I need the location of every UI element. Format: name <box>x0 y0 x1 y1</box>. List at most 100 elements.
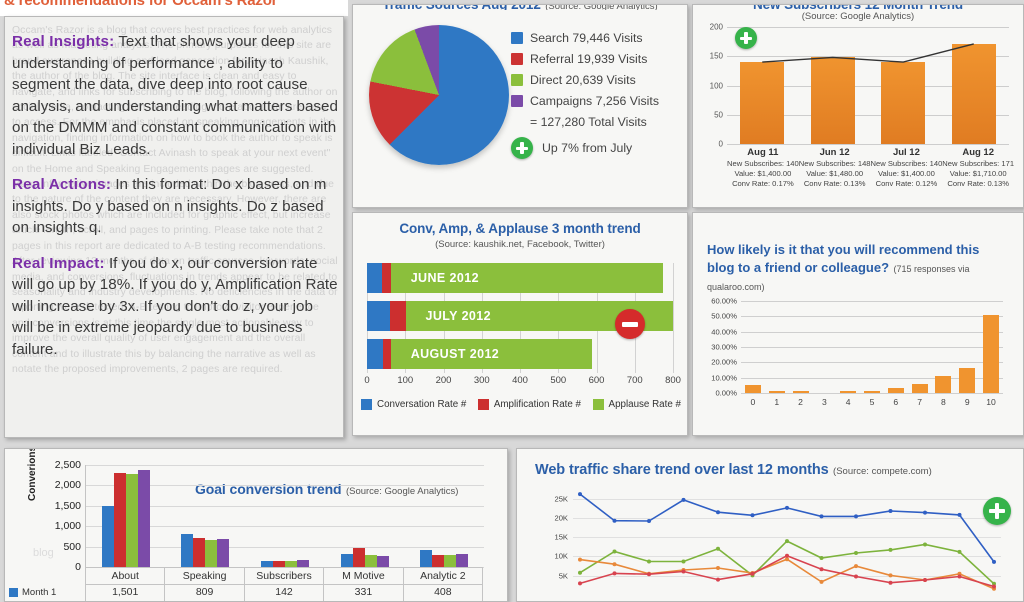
x-tick-label: 9 <box>964 397 970 407</box>
impact-lead-label: Real Impact: <box>12 254 105 272</box>
gridline <box>573 498 1001 500</box>
y-tick-label: 10.00% <box>711 373 737 383</box>
legend-swatch <box>511 31 523 44</box>
new-subscribers-status-badge <box>735 27 757 49</box>
bar <box>810 57 855 144</box>
x-tick-label: 700 <box>626 375 643 386</box>
y-tick-label: 500 <box>63 540 81 553</box>
stacked-bar-row: JULY 2012 <box>367 301 673 331</box>
conv-amp-applause-card: Conv, Amp, & Applause 3 month trend (Sou… <box>352 212 688 436</box>
goal-value-row: 1,501 809 142 331 408 <box>85 584 484 601</box>
bar <box>101 505 114 567</box>
gridline <box>727 27 1009 28</box>
bar <box>284 561 297 567</box>
x-tick-label: 3 <box>821 397 827 407</box>
web-traffic-card: Web traffic share trend over last 12 mon… <box>516 448 1024 602</box>
bar-column <box>955 368 979 393</box>
web-traffic-title: Web traffic share trend over last 12 mon… <box>535 462 829 478</box>
legend-label: Search 79,446 Visits <box>530 30 643 45</box>
gridline <box>741 331 1003 333</box>
insight-block-impact: Real Impact: If you do x, our conversion… <box>12 253 338 361</box>
bar <box>376 556 389 567</box>
bar-label: JULY 2012 <box>425 309 491 323</box>
legend-item: Campaigns 7,256 Visits <box>511 90 683 111</box>
stacked-bar-row: JUNE 2012 <box>367 263 673 293</box>
gridline <box>86 505 484 507</box>
bar-column <box>727 27 798 144</box>
nps-title-row: How likely is it that you will recommend… <box>707 241 1009 295</box>
narrative-panel: Occam's Razor is a blog that covers best… <box>4 16 344 438</box>
gridline <box>727 85 1009 87</box>
y-tick-label: 1,000 <box>54 520 81 533</box>
bar-segment <box>390 301 406 331</box>
legend-item: Search 79,446 Visits <box>511 27 683 48</box>
bar-group <box>727 27 1009 144</box>
insight-block-insights: Real Insights: Text that shows your deep… <box>12 31 338 160</box>
legend-swatch <box>511 52 523 65</box>
gridline <box>741 301 1003 302</box>
insight-block-actions: Real Actions: In this format: Do x based… <box>12 174 338 239</box>
bar-annotation: New Subscribes: 140 <box>870 159 943 168</box>
bar <box>863 390 880 393</box>
table-cell: 331 <box>324 584 404 601</box>
bar <box>911 383 928 393</box>
bar <box>352 548 365 567</box>
x-tick-label: 600 <box>588 375 605 386</box>
nps-title: How likely is it that you will recommend… <box>707 242 980 275</box>
traffic-delta-row: Up 7% from July <box>511 137 683 159</box>
bar-column <box>868 27 939 144</box>
y-tick-label: 1,500 <box>54 499 81 512</box>
table-cell: 408 <box>404 584 484 601</box>
gridline <box>741 362 1003 364</box>
conv-amp-title: Conv, Amp, & Applause 3 month trend <box>399 221 641 236</box>
goal-title-row: Goal conversion trend (Source: Google An… <box>195 481 458 499</box>
trend-line <box>762 43 974 63</box>
bar <box>217 538 230 567</box>
bar <box>260 561 273 567</box>
goal-plot: 0 500 1,000 1,500 2,000 2,500 <box>55 459 484 573</box>
bar-group <box>86 465 166 567</box>
new-subscribers-title-row: New Subscribers 12 Month Trend <box>693 5 1023 10</box>
web-traffic-title-row: Web traffic share trend over last 12 mon… <box>535 461 932 479</box>
legend-label: Applause Rate # <box>608 399 681 410</box>
page-title: & recommendations for Occam's Razor <box>4 0 278 9</box>
bar-annotation: Value: $1,710.00 <box>949 169 1007 178</box>
plus-icon <box>735 27 757 49</box>
category-label: About <box>85 568 166 585</box>
x-tick-label: 400 <box>512 375 528 386</box>
bar <box>420 550 433 567</box>
y-tick-label: 5K <box>558 571 568 581</box>
bar-group <box>245 465 325 567</box>
x-tick-label: 300 <box>473 375 490 386</box>
x-label-group: Jul 12 New Subscribes: 140 Value: $1,400.0… <box>871 147 943 189</box>
bar-annotation: Conv Rate: 0.13% <box>803 179 866 188</box>
traffic-sources-card: Traffic Sources Aug 2012 (Source: Google… <box>352 4 688 208</box>
legend-label: Amplification Rate # <box>493 399 581 410</box>
bar-annotation: Conv Rate: 0.17% <box>732 179 794 188</box>
bar <box>881 62 926 144</box>
gridline <box>86 526 484 528</box>
gridline <box>727 56 1009 58</box>
web-traffic-source: (Source: compete.com) <box>833 466 932 477</box>
bar-annotation: Conv Rate: 0.13% <box>947 179 1009 188</box>
x-tick-label: 200 <box>435 375 452 386</box>
y-tick-label: 100 <box>709 81 723 90</box>
bar-groups <box>86 465 484 567</box>
x-tick-label: 1 <box>774 397 780 407</box>
bar <box>181 533 194 567</box>
conv-amp-header: Conv, Amp, & Applause 3 month trend (Sou… <box>353 221 687 250</box>
bar <box>113 473 126 567</box>
traffic-sources-title: Traffic Sources Aug 2012 <box>382 5 541 10</box>
bar-group <box>325 465 405 567</box>
legend-item: Conversation Rate # <box>361 399 466 410</box>
new-subscribers-x-labels: Aug 11 New Subscribes: 140 Value: $1,400.0… <box>727 147 1014 189</box>
bar <box>137 469 150 567</box>
y-tick-label: 60.00% <box>711 296 737 306</box>
y-tick-label: 0.00% <box>715 388 737 398</box>
bar-segment <box>367 263 383 293</box>
bar-segment: JUNE 2012 <box>390 263 664 293</box>
bar <box>456 553 469 567</box>
bar-column <box>765 391 789 393</box>
traffic-sources-title-row: Traffic Sources Aug 2012 (Source: Google… <box>353 5 687 10</box>
y-tick-label: 2,500 <box>54 459 81 471</box>
